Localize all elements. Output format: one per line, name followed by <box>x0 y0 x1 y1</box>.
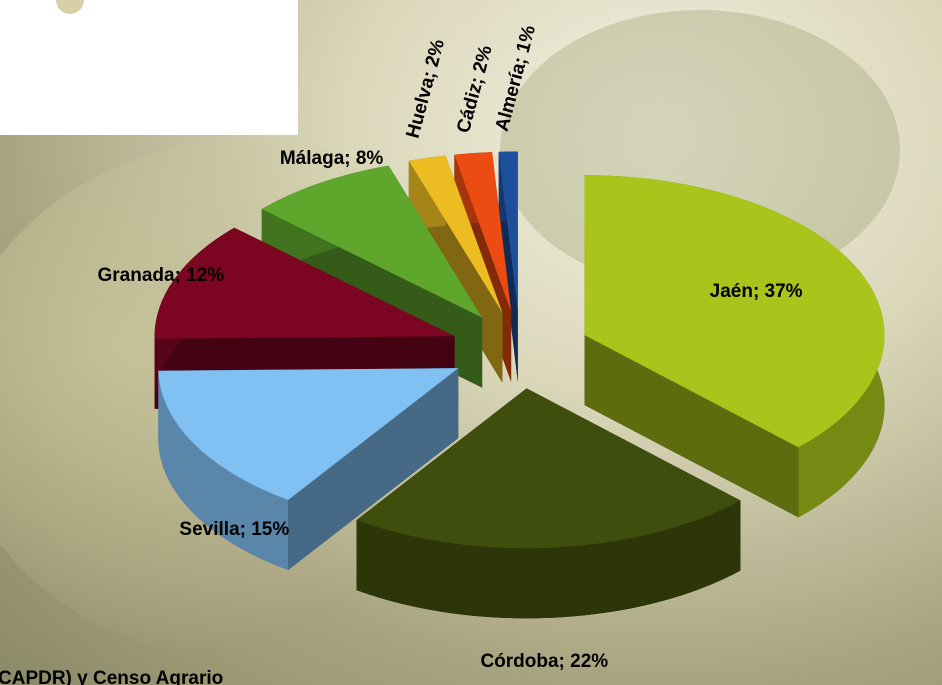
data-label: Jaén; 37% <box>710 281 803 302</box>
data-label: Huelva; 2% <box>403 37 450 140</box>
page: CAPDR) y Censo Agrario Jaén; 37% Córdoba;… <box>0 0 942 685</box>
data-label: Sevilla; 15% <box>179 519 289 540</box>
data-label: Granada; 12% <box>97 265 224 286</box>
data-label: Málaga; 8% <box>280 148 384 169</box>
footnote: CAPDR) y Censo Agrario <box>0 668 223 685</box>
data-label: Córdoba; 22% <box>480 651 608 672</box>
logo-box <box>0 0 298 135</box>
chart: CAPDR) y Censo Agrario Jaén; 37% Córdoba;… <box>0 0 942 685</box>
data-label: Cádiz; 2% <box>453 43 497 135</box>
